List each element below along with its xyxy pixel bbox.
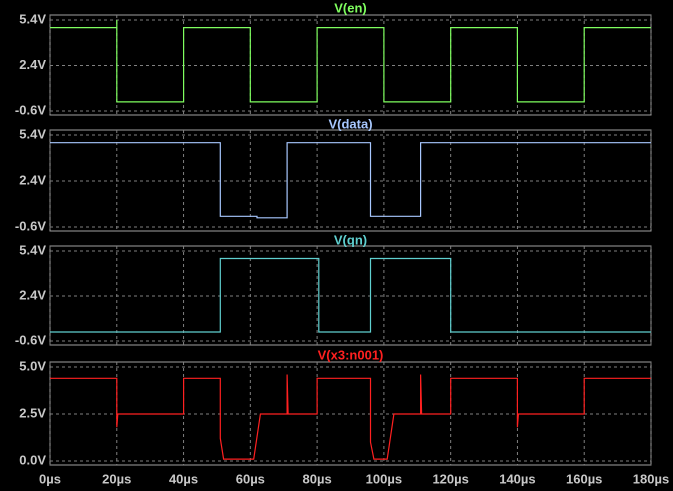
- x-tick-label: 120µs: [432, 471, 468, 486]
- pane-title: V(data): [328, 116, 372, 131]
- x-tick-label: 140µs: [499, 471, 535, 486]
- trace: [50, 20, 651, 103]
- y-tick-label: 2.4V: [19, 287, 46, 302]
- y-tick-label: 2.4V: [19, 172, 46, 187]
- x-tick-label: 160µs: [566, 471, 602, 486]
- trace: [50, 142, 651, 219]
- y-tick-label: -0.6V: [15, 332, 46, 347]
- y-tick-label: 2.4V: [19, 57, 46, 72]
- trace: [50, 257, 651, 333]
- x-tick-label: 20µs: [102, 471, 131, 486]
- y-tick-label: 5.4V: [19, 126, 46, 141]
- y-tick-label: -0.6V: [15, 218, 46, 233]
- y-tick-label: 0.0V: [19, 452, 46, 467]
- x-tick-label: 80µs: [303, 471, 332, 486]
- pane-title: V(en): [334, 0, 367, 15]
- x-tick-label: 100µs: [366, 471, 402, 486]
- x-tick-label: 60µs: [236, 471, 265, 486]
- pane-title: V(qn): [334, 232, 367, 247]
- y-tick-label: 5.4V: [19, 11, 46, 26]
- y-tick-label: 2.5V: [19, 405, 46, 420]
- y-tick-label: 5.4V: [19, 242, 46, 257]
- x-tick-label: 40µs: [169, 471, 198, 486]
- y-tick-label: 5.0V: [19, 358, 46, 373]
- trace: [50, 374, 651, 460]
- pane-title: V(x3:n001): [318, 347, 384, 362]
- x-tick-label: 0µs: [39, 471, 61, 486]
- x-tick-label: 180µs: [633, 471, 669, 486]
- y-tick-label: -0.6V: [15, 102, 46, 117]
